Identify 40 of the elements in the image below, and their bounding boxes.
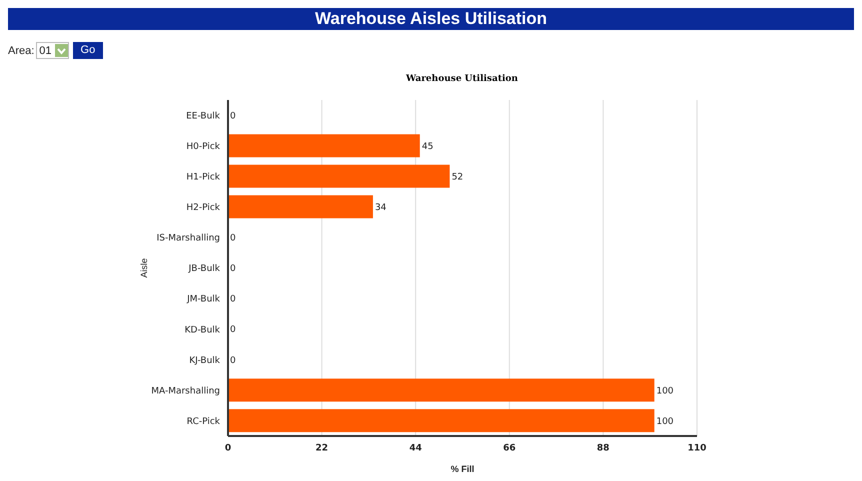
bar [228, 134, 420, 158]
y-axis-title: Aisle [139, 258, 150, 278]
chart-subtitle: Warehouse Utilisation [404, 74, 519, 84]
data-label: 100 [656, 386, 674, 396]
bar [228, 378, 654, 402]
data-label: 100 [656, 416, 674, 427]
x-axis-title: % Fill [450, 464, 474, 474]
y-tick-label: IS-Marshalling [156, 234, 220, 244]
data-label: 0 [230, 325, 236, 336]
data-label: 52 [452, 172, 464, 183]
y-tick-label: H0-Pick [186, 142, 221, 152]
y-tick-label: H2-Pick [186, 203, 221, 214]
data-label: 0 [230, 111, 236, 122]
x-tick-label: 0 [224, 443, 232, 454]
data-label: 0 [230, 264, 236, 274]
area-select: 01 [36, 42, 69, 59]
data-label: 0 [230, 234, 236, 244]
y-tick-label: H1-Pick [186, 172, 221, 183]
text: Area: [8, 44, 34, 56]
y-tick-label: KD-Bulk [184, 325, 221, 336]
y-tick-label: JB-Bulk [188, 264, 221, 274]
data-label: 34 [374, 203, 387, 214]
x-tick-label: 88 [596, 443, 610, 454]
y-tick-label: EE-Bulk [186, 111, 221, 122]
data-label: 0 [230, 294, 236, 305]
chart-title: Warehouse Aisles Utilisation [8, 8, 854, 30]
x-tick-label: 110 [688, 443, 706, 454]
x-tick-label: 66 [503, 443, 516, 454]
x-tick-label: 44 [409, 443, 422, 454]
y-tick-label: RC-Pick [186, 416, 221, 427]
bar [228, 409, 654, 432]
go-button: Go [72, 42, 104, 59]
x-tick-label: 22 [316, 443, 328, 454]
bar [228, 195, 373, 218]
y-tick-label: MA-Marshalling [151, 386, 220, 396]
bar [228, 164, 450, 188]
y-tick-label: KJ-Bulk [189, 356, 221, 366]
y-tick-label: JM-Bulk [186, 294, 221, 305]
data-label: 45 [422, 142, 434, 152]
data-label: 0 [230, 356, 236, 366]
